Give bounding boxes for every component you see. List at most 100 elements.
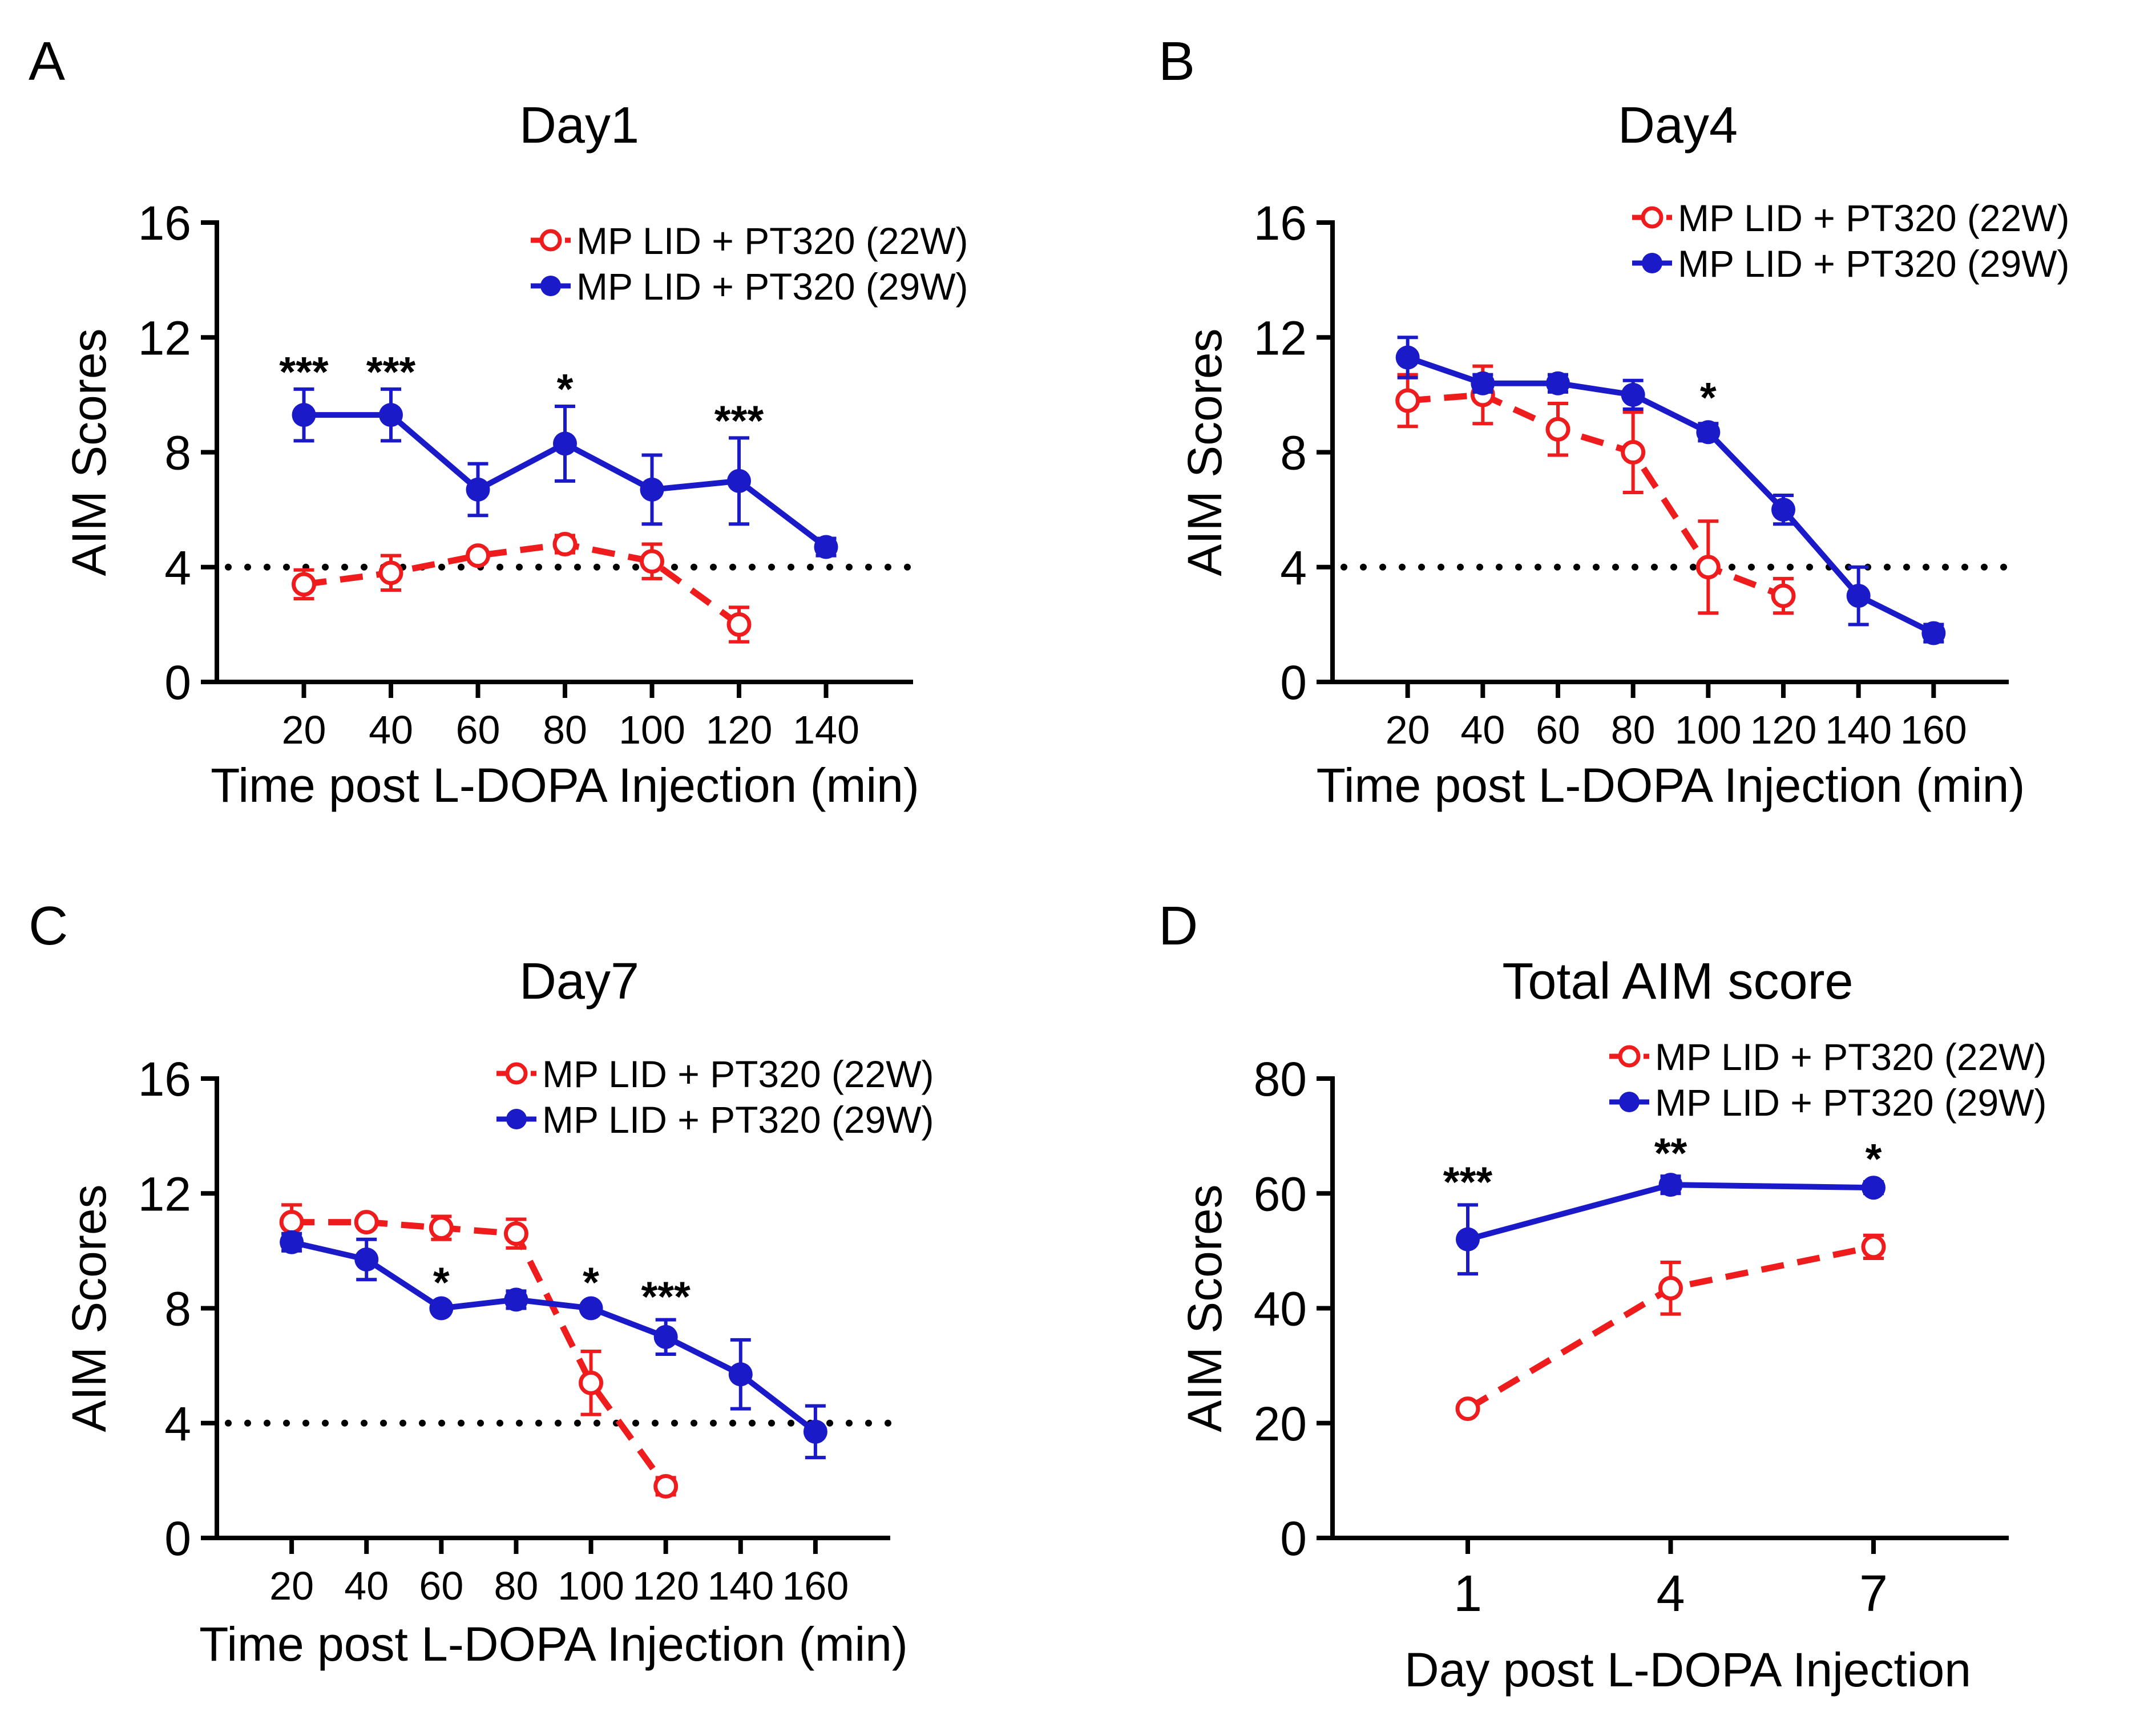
- data-point: [1546, 371, 1570, 395]
- data-point: [1395, 388, 1420, 413]
- data-point: [814, 535, 838, 559]
- legend-label: MP LID + PT320 (29W): [1678, 243, 2070, 285]
- series-29w: [1395, 336, 1946, 645]
- y-tick-label: 4: [164, 1397, 191, 1451]
- y-tick-label: 8: [1280, 426, 1307, 480]
- series-29w: [280, 1230, 827, 1460]
- significance-marker: ***: [1443, 1158, 1493, 1205]
- series-line: [1407, 354, 1935, 636]
- data-point: [292, 572, 316, 597]
- data-point: [640, 477, 664, 502]
- data-point: [280, 1230, 304, 1254]
- data-point: [1455, 1396, 1480, 1422]
- data-point: [1621, 440, 1646, 465]
- panel-C: C Day7 0 4 8 12 16 20 40 60 80 100 120 140 160 Time pos…: [29, 895, 934, 1671]
- data-point: [640, 549, 664, 574]
- y-axis-label: AIM Scores: [62, 1184, 116, 1432]
- legend-label: MP LID + PT320 (22W): [1678, 197, 2070, 239]
- series-line: [290, 1239, 817, 1434]
- x-tick-label: 140: [793, 708, 859, 752]
- x-tick-label: 120: [706, 708, 773, 752]
- legend-label: MP LID + PT320 (22W): [576, 220, 968, 262]
- panel-A: A Day1 0 4 8 12 16 20 40 60 80 100 120 140 Time post L…: [29, 31, 968, 812]
- y-tick-label: 16: [1254, 196, 1307, 250]
- legend-label: MP LID + PT320 (22W): [1655, 1036, 2047, 1078]
- y-tick-label: 4: [1280, 541, 1307, 595]
- legend-label: MP LID + PT320 (22W): [542, 1053, 934, 1095]
- x-tick-label: 20: [1386, 708, 1430, 752]
- legend: MP LID + PT320 (22W)MP LID + PT320 (29W): [496, 1053, 934, 1141]
- legend-marker: [1641, 206, 1664, 229]
- panel-label: A: [29, 31, 65, 92]
- data-point: [1921, 621, 1946, 645]
- x-tick-label: 40: [369, 708, 413, 752]
- data-point: [552, 532, 578, 556]
- y-tick-label: 12: [138, 311, 191, 365]
- data-point: [1696, 420, 1721, 445]
- data-point: [379, 403, 403, 427]
- legend-label: MP LID + PT320 (29W): [542, 1099, 934, 1141]
- data-point: [726, 612, 752, 637]
- x-tick-label: 40: [1460, 708, 1505, 752]
- data-point: [354, 1210, 379, 1235]
- series-line: [1407, 391, 1784, 599]
- data-point: [279, 1210, 304, 1235]
- data-point: [653, 1325, 678, 1349]
- y-tick-label: 4: [164, 541, 191, 595]
- legend-marker: [1619, 1092, 1640, 1112]
- legend: MP LID + PT320 (22W)MP LID + PT320 (29W): [1609, 1036, 2047, 1124]
- legend: MP LID + PT320 (22W)MP LID + PT320 (29W): [531, 220, 968, 308]
- x-tick-label: 120: [1750, 708, 1817, 752]
- y-tick-label: 0: [164, 656, 191, 709]
- x-tick-label: 100: [619, 708, 685, 752]
- data-point: [1658, 1275, 1683, 1301]
- panel-label: D: [1158, 895, 1198, 956]
- data-point: [1658, 1173, 1683, 1197]
- y-axis-label: AIM Scores: [62, 328, 116, 576]
- chart-title: Day4: [1618, 97, 1738, 154]
- data-point: [579, 1370, 604, 1395]
- x-tick-label: 120: [632, 1564, 699, 1608]
- significance-marker: *: [583, 1258, 599, 1306]
- data-point: [1621, 382, 1645, 407]
- x-tick-label: 60: [1536, 708, 1580, 752]
- data-point: [1862, 1176, 1886, 1200]
- data-point: [1545, 417, 1570, 442]
- data-point: [354, 1247, 379, 1271]
- legend-marker: [1618, 1045, 1641, 1068]
- chart-title: Day1: [519, 97, 639, 154]
- data-point: [466, 477, 490, 502]
- chart-title: Day7: [519, 953, 639, 1010]
- y-tick-label: 16: [138, 196, 191, 250]
- data-point: [429, 1216, 454, 1241]
- x-tick-label: 100: [558, 1564, 624, 1608]
- significance-marker: ***: [641, 1273, 691, 1321]
- y-tick-label: 12: [138, 1167, 191, 1221]
- data-point: [292, 403, 316, 427]
- series-line: [303, 541, 741, 627]
- y-tick-label: 20: [1254, 1397, 1307, 1451]
- data-point: [1771, 498, 1795, 522]
- legend-marker: [539, 229, 562, 252]
- y-axis-label: AIM Scores: [1178, 328, 1232, 576]
- data-point: [1846, 584, 1871, 608]
- x-tick-label: 80: [543, 708, 587, 752]
- y-tick-label: 0: [1280, 1512, 1307, 1565]
- x-axis-label: Time post L-DOPA Injection (min): [211, 758, 919, 812]
- y-tick-label: 0: [164, 1512, 191, 1565]
- axes: [1330, 220, 2009, 684]
- data-point: [1771, 583, 1796, 608]
- x-tick-label: 7: [1859, 1565, 1888, 1622]
- x-axis-label: Time post L-DOPA Injection (min): [1317, 758, 2025, 812]
- data-point: [1861, 1234, 1886, 1259]
- data-point: [553, 431, 577, 456]
- series-line: [292, 1219, 669, 1488]
- x-tick-label: 80: [1611, 708, 1656, 752]
- y-tick-label: 60: [1254, 1167, 1307, 1221]
- chart-title: Total AIM score: [1502, 953, 1853, 1010]
- x-tick-label: 40: [344, 1564, 389, 1608]
- panel-label: B: [1158, 31, 1195, 92]
- data-point: [503, 1221, 528, 1246]
- x-tick-label: 1: [1454, 1565, 1482, 1622]
- panel-label: C: [29, 895, 68, 956]
